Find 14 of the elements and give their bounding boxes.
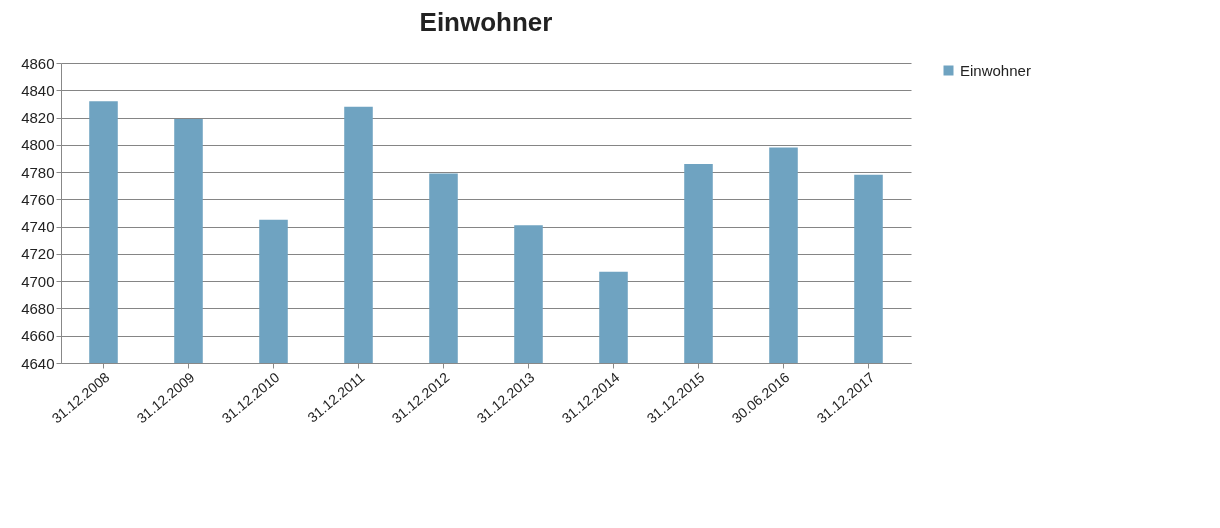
chart-title: Einwohner xyxy=(419,7,553,37)
y-tick-label: 4720 xyxy=(21,245,55,263)
y-tick-label: 4760 xyxy=(21,190,55,208)
y-tick-label: 4680 xyxy=(21,299,55,317)
y-tick-label: 4780 xyxy=(21,163,55,181)
y-tick-label: 4800 xyxy=(21,136,55,154)
y-tick-label: 4700 xyxy=(21,272,55,290)
y-tick-label: 4660 xyxy=(21,327,55,345)
y-tick-label: 4740 xyxy=(21,218,55,236)
y-tick-label: 4840 xyxy=(21,81,55,99)
legend-label: Einwohner xyxy=(960,61,1031,79)
y-tick-label: 4860 xyxy=(21,54,55,72)
y-tick-label: 4820 xyxy=(21,109,55,127)
y-tick-label: 4640 xyxy=(21,354,55,372)
